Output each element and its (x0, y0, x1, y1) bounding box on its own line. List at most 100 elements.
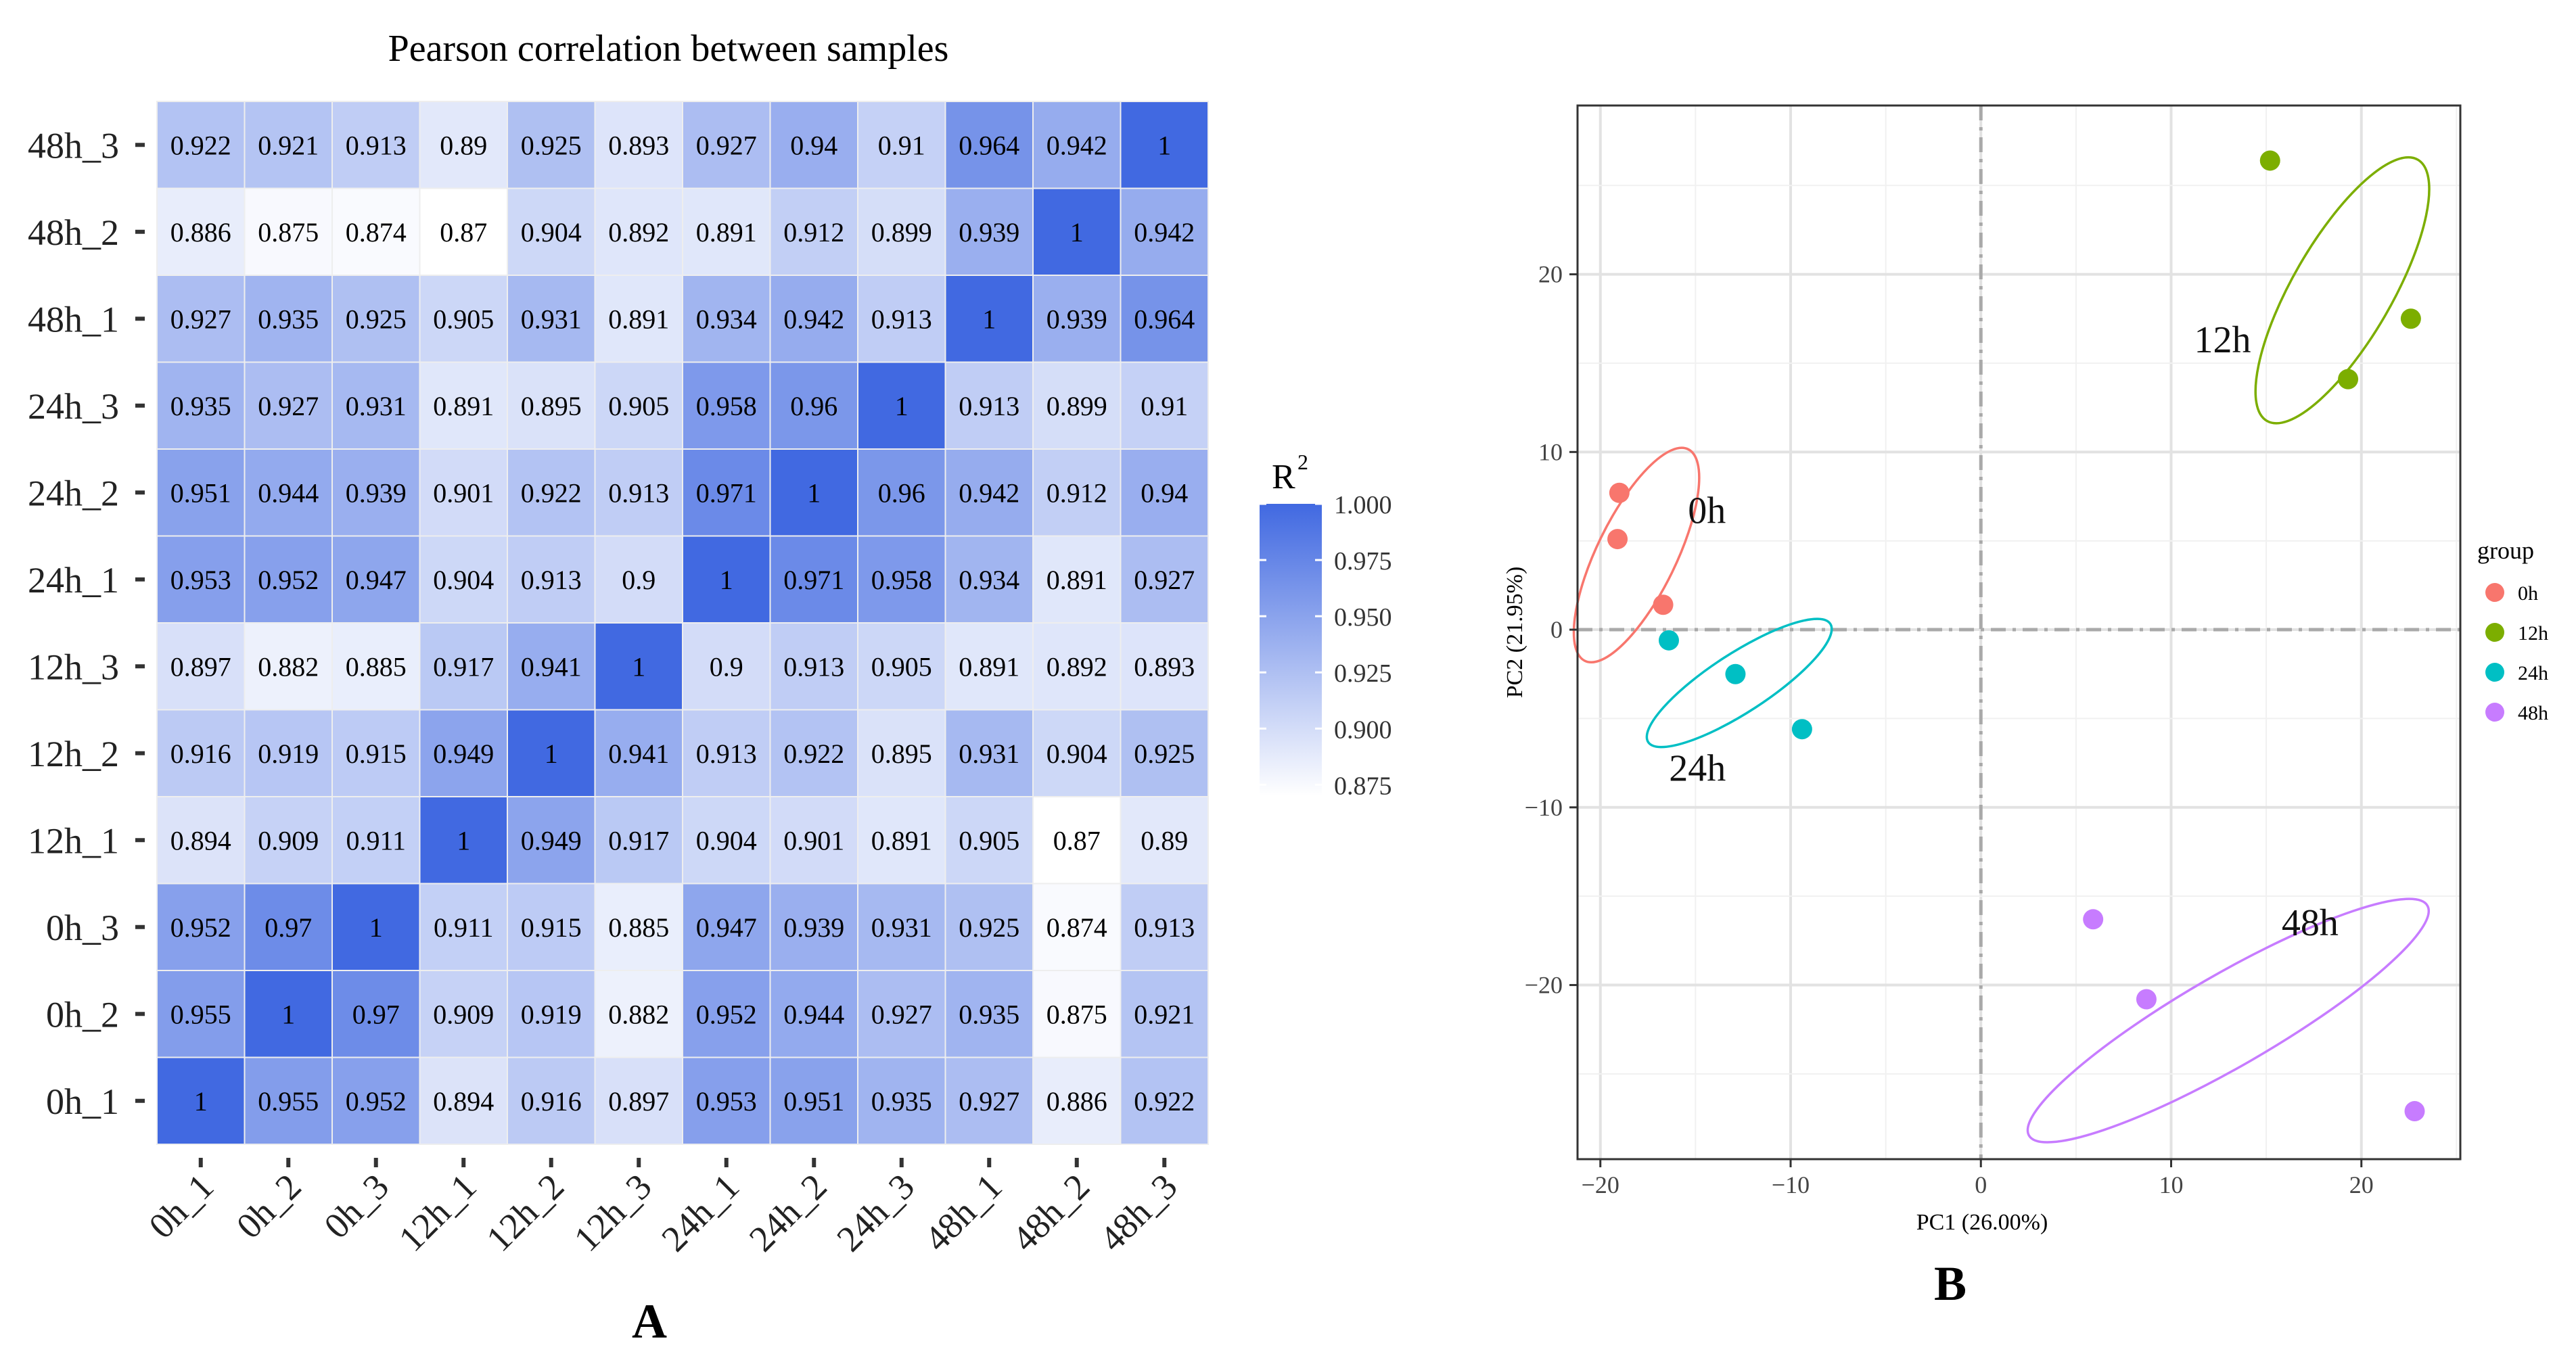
heatmap-cell (331, 448, 421, 537)
heatmap-cell-value: 0.891 (871, 825, 932, 856)
heatmap-cell-value: 0.912 (1046, 477, 1107, 508)
heatmap-cell-value: 0.919 (521, 999, 582, 1029)
heatmap-cell-value: 0.941 (521, 651, 582, 682)
heatmap-cell (507, 883, 596, 971)
heatmap-cell-value: 0.89 (440, 130, 487, 160)
heatmap-cell (944, 970, 1034, 1058)
heatmap-cell (594, 448, 683, 537)
heatmap-cell (769, 361, 858, 450)
heatmap-cell (769, 1056, 858, 1145)
pca-x-tick-label: 20 (2349, 1171, 2374, 1198)
heatmap-cell-value: 0.942 (783, 304, 844, 334)
heatmap-cell (769, 187, 858, 276)
heatmap-cell-value: 0.891 (696, 217, 757, 248)
heatmap-y-label: 0h_1 (46, 1081, 119, 1122)
pca-group-label-0h: 0h (1688, 490, 1726, 532)
pca-ellipse-12h (2254, 156, 2431, 425)
heatmap-cell (1120, 187, 1209, 276)
heatmap-cell (1120, 970, 1209, 1058)
heatmap-cell (944, 883, 1034, 971)
heatmap-cell-value: 0.942 (959, 477, 1019, 508)
heatmap-cell-value: 0.955 (258, 1086, 319, 1117)
heatmap-cell (244, 883, 333, 971)
heatmap-cell (682, 970, 771, 1058)
heatmap-cell (594, 275, 683, 363)
heatmap-cell (156, 622, 246, 711)
heatmap-cell-value: 1 (1157, 130, 1171, 160)
heatmap-cell-value: 0.944 (783, 999, 844, 1029)
heatmap-cell-value: 0.97 (352, 999, 400, 1029)
heatmap-cell (857, 448, 946, 537)
heatmap-cell-value: 0.942 (1046, 130, 1107, 160)
heatmap-cell-value: 0.949 (433, 739, 494, 769)
heatmap-cell-value: 0.909 (258, 825, 319, 856)
heatmap-cell-value: 0.927 (959, 1086, 1019, 1117)
heatmap-cell-value: 1 (369, 912, 383, 943)
heatmap-cell-value: 0.913 (783, 651, 844, 682)
heatmap-cell-value: 0.931 (871, 912, 932, 943)
heatmap-cell-value: 1 (281, 999, 295, 1029)
heatmap-cell-value: 0.931 (521, 304, 582, 334)
heatmap-cell-value: 0.9 (622, 565, 656, 595)
heatmap-cell (682, 709, 771, 797)
heatmap-cell-value: 0.874 (346, 217, 407, 248)
pca-point-12h (2400, 308, 2421, 329)
heatmap-cell (769, 535, 858, 624)
heatmap-cell-value: 0.892 (1046, 651, 1107, 682)
heatmap-cell-value: 0.892 (608, 217, 669, 248)
pca-y-tick-label: −10 (1525, 794, 1563, 821)
heatmap-cell (156, 187, 246, 276)
heatmap-cell-value: 0.913 (1134, 912, 1195, 943)
heatmap-cell-value: 0.916 (521, 1086, 582, 1117)
heatmap-y-label: 24h_3 (28, 386, 119, 427)
heatmap-cell-value: 1 (632, 651, 645, 682)
heatmap-cell (244, 187, 333, 276)
heatmap-cell (857, 1056, 946, 1145)
heatmap-cell-value: 0.905 (433, 304, 494, 334)
heatmap-cell-value: 0.895 (521, 391, 582, 421)
heatmap-cell (507, 275, 596, 363)
heatmap-cell (769, 448, 858, 537)
heatmap-cell (682, 883, 771, 971)
heatmap-y-label: 12h_1 (28, 820, 119, 861)
heatmap-cell-value: 0.925 (1134, 739, 1195, 769)
heatmap-y-label: 12h_2 (28, 734, 119, 774)
heatmap-cell (507, 187, 596, 276)
heatmap-cell-value: 0.94 (1141, 477, 1188, 508)
heatmap-cell (419, 187, 508, 276)
heatmap-cell (419, 535, 508, 624)
pca-group-label-12h: 12h (2194, 319, 2251, 361)
legend-tick-label: 1.000 (1334, 491, 1392, 519)
heatmap-cell-value: 0.935 (170, 391, 231, 421)
heatmap-cell (156, 448, 246, 537)
heatmap-cell-value: 0.874 (1046, 912, 1107, 943)
heatmap-cell-value: 0.931 (959, 739, 1019, 769)
heatmap-cell (1032, 883, 1122, 971)
pca-legend-label-48h: 48h (2518, 702, 2548, 724)
pca-point-48h (2404, 1101, 2425, 1122)
heatmap-cell-value: 0.942 (1134, 217, 1195, 248)
heatmap-cell-value: 0.949 (521, 825, 582, 856)
heatmap-cell (1032, 275, 1122, 363)
heatmap-cell-value: 0.913 (959, 391, 1019, 421)
heatmap-cell-value: 0.885 (346, 651, 407, 682)
legend-ticks: 1.000 0.975 0.950 0.925 0.900 0.875 (1260, 491, 1392, 800)
panel-b-pca: 0h 12h 24h 48h −20 −10 0 10 20 −20 −10 0 10 20 PC1 … (1502, 104, 2548, 1311)
heatmap-cell (1120, 361, 1209, 450)
legend-tick-label: 0.975 (1334, 547, 1392, 576)
heatmap-y-label: 24h_1 (28, 560, 119, 601)
heatmap-cell-value: 0.915 (521, 912, 582, 943)
heatmap-cell (682, 1056, 771, 1145)
pca-point-24h (1725, 663, 1746, 684)
heatmap-cell (769, 796, 858, 885)
pca-y-tick-label: −20 (1525, 972, 1563, 999)
heatmap-y-axis-labels: 48h_3 48h_2 48h_1 24h_3 24h_2 24h_1 12h_3 12h_2… (28, 125, 145, 1122)
heatmap-cell-value: 1 (895, 391, 908, 421)
pca-ellipse-48h (2026, 897, 2431, 1144)
heatmap-cell (769, 622, 858, 711)
heatmap-legend: R 2 1.000 0.975 0.950 0.925 0.900 0.875 (1260, 450, 1392, 800)
pca-legend-key-48h (2485, 703, 2504, 722)
heatmap-cell (1032, 622, 1122, 711)
heatmap-cell-value: 0.901 (783, 825, 844, 856)
